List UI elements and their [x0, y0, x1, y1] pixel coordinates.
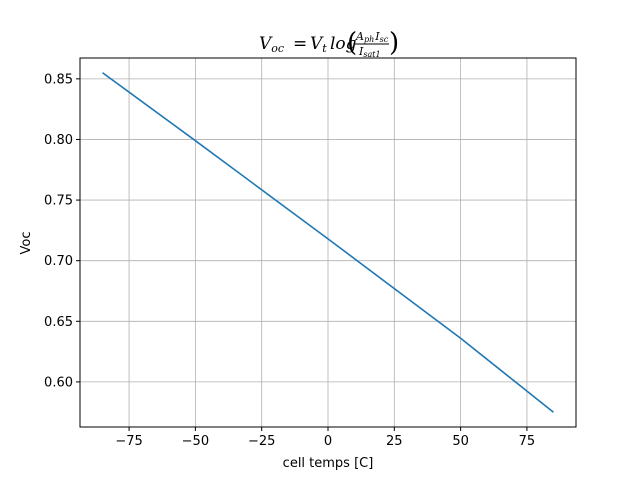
svg-text:AphIsc: AphIsc [355, 30, 389, 44]
title-vt-sub: t [322, 42, 327, 55]
y-tick-label: 0.75 [44, 194, 73, 209]
x-tick-label: 25 [386, 434, 403, 449]
title-paren-left: ( [347, 28, 357, 58]
x-axis-label: cell temps [C] [283, 456, 374, 471]
title-log: log [330, 34, 357, 54]
title-num-b-sub: sc [380, 35, 389, 44]
grid [80, 58, 576, 427]
title-voc-main: V [259, 34, 273, 54]
title-num-a: A [355, 30, 364, 43]
x-tick-label: 75 [519, 434, 536, 449]
y-tick-label: 0.70 [44, 254, 73, 269]
y-axis-label: Voc [19, 232, 34, 255]
x-tick-label: −50 [182, 434, 209, 449]
x-tick-label: −25 [248, 434, 275, 449]
title-den: I [358, 45, 364, 58]
chart-title: Voc = Vt log ( AphIsc Isat1 ) [259, 28, 399, 59]
svg-text:Voc: Voc [259, 34, 284, 55]
x-axis-ticks: −75 −50 −25 0 25 50 75 [115, 427, 535, 449]
series-layer [102, 72, 554, 413]
title-num-b: I [374, 30, 380, 43]
svg-text:Vt: Vt [310, 34, 327, 55]
title-voc-sub: oc [271, 42, 284, 55]
title-num-a-sub: ph [364, 35, 374, 44]
title-vt-main: V [310, 34, 324, 54]
x-tick-label: 0 [324, 434, 332, 449]
svg-text:Isat1: Isat1 [358, 45, 381, 59]
x-tick-label: 50 [452, 434, 469, 449]
y-tick-label: 0.65 [44, 315, 73, 330]
y-tick-label: 0.80 [44, 133, 73, 148]
y-tick-label: 0.60 [44, 375, 73, 390]
title-den-sub: sat1 [363, 50, 380, 59]
x-tick-label: −75 [115, 434, 142, 449]
y-tick-label: 0.85 [44, 72, 73, 87]
y-axis-ticks: 0.60 0.65 0.70 0.75 0.80 0.85 [44, 72, 80, 390]
title-paren-right: ) [389, 28, 399, 58]
title-equals: = [293, 34, 307, 54]
series-line [102, 72, 554, 413]
